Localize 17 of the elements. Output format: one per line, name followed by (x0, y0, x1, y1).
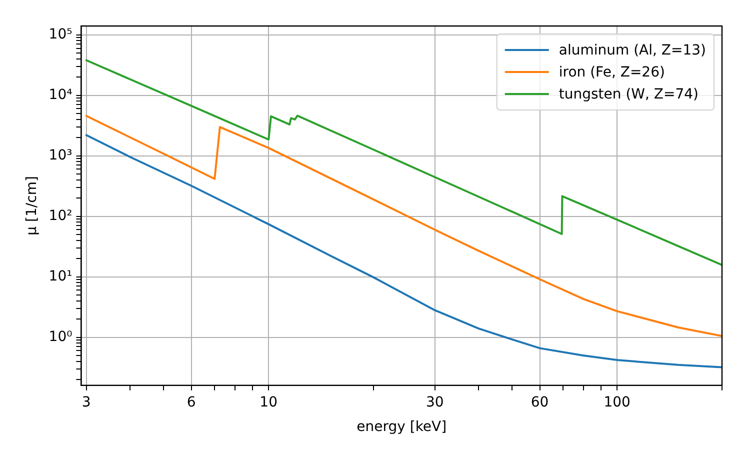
x-tick-label: 3 (82, 394, 91, 410)
y-tick-label: 10² (48, 208, 72, 224)
y-tick-label: 10³ (48, 147, 72, 164)
y-axis-title: μ [1/cm] (24, 176, 40, 236)
legend-label: iron (Fe, Z=26) (558, 64, 665, 81)
y-tick-label: 10⁵ (48, 26, 72, 42)
y-tick-label: 10¹ (48, 268, 72, 284)
x-tick-label: 30 (426, 394, 444, 410)
legend-label: tungsten (W, Z=74) (558, 86, 699, 103)
x-axis-title: energy [keV] (356, 419, 447, 436)
legend-label: aluminum (Al, Z=13) (558, 42, 706, 59)
x-tick-label: 6 (186, 394, 196, 410)
x-tick-label: 100 (604, 394, 630, 410)
x-tick-label: 10 (260, 394, 278, 410)
y-tick-label: 10⁰ (48, 328, 73, 345)
y-tick-label: 10⁴ (48, 86, 73, 103)
x-tick-label: 60 (530, 394, 549, 410)
